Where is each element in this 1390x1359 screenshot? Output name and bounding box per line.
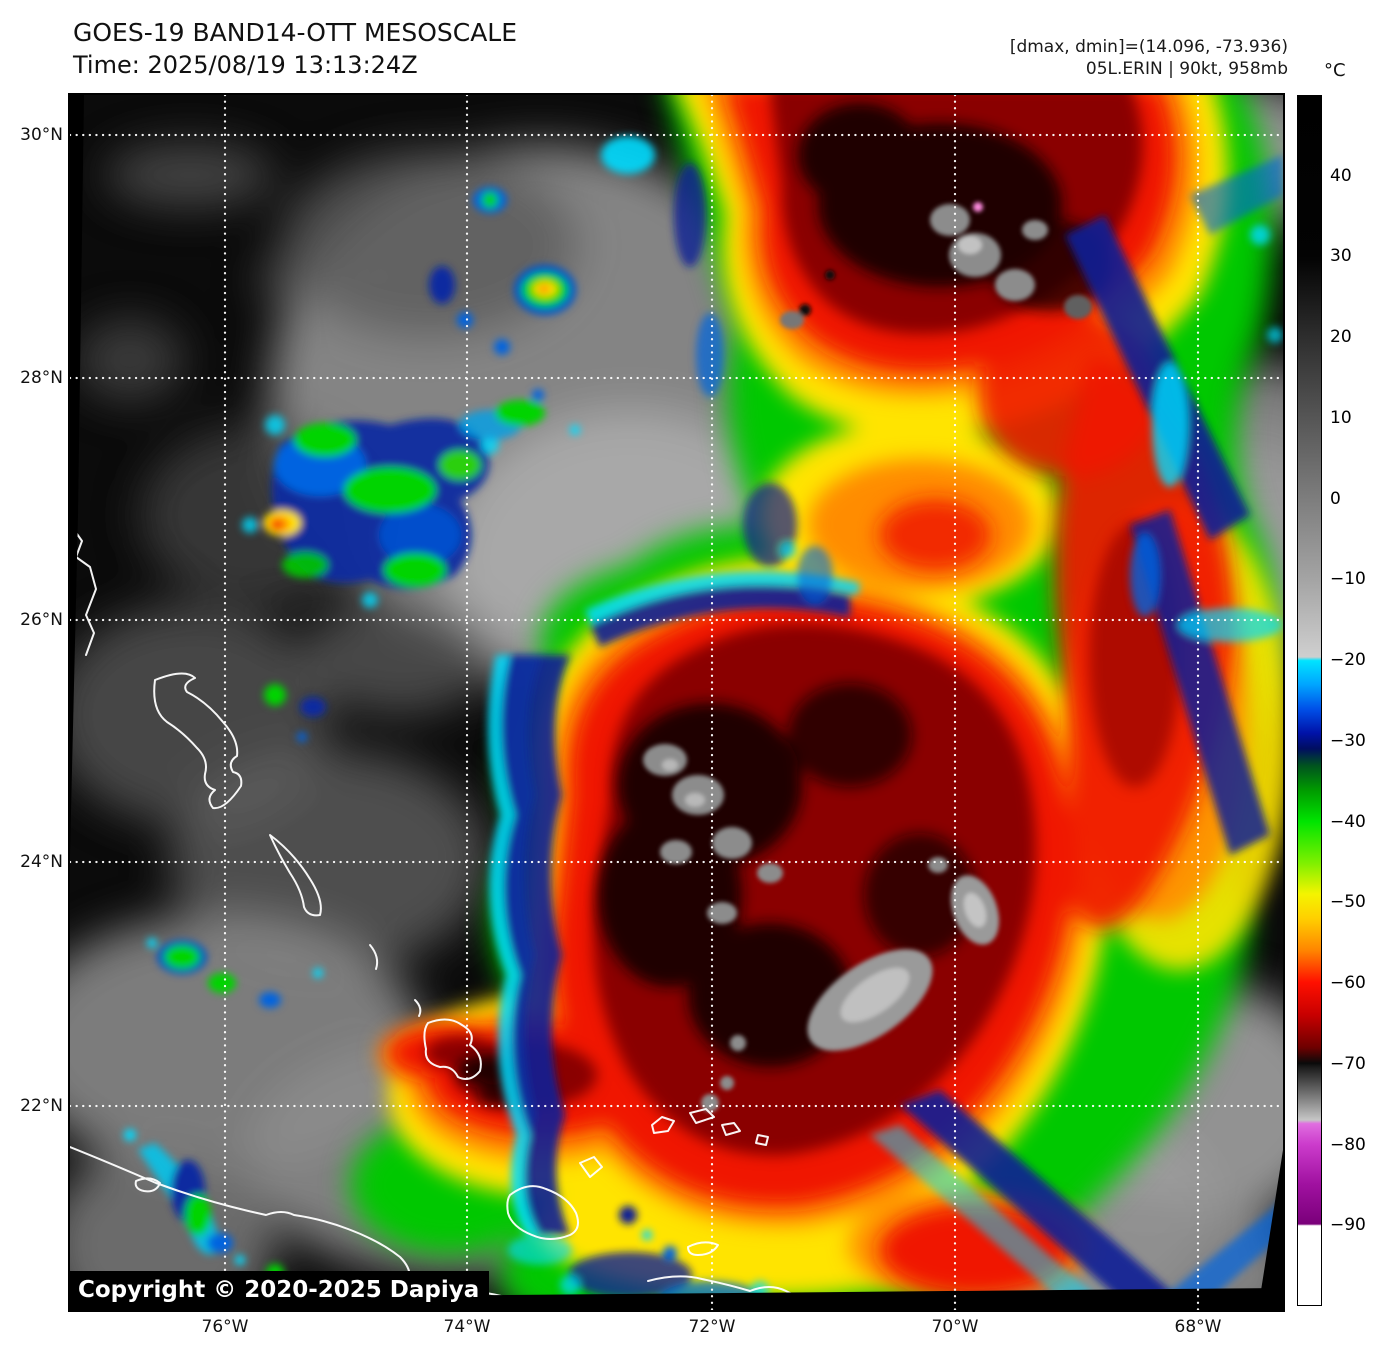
colorbar-tick-label: −10 — [1330, 569, 1366, 590]
colorbar-tick-label: −50 — [1330, 892, 1366, 913]
lat-label-26n: 26°N — [20, 610, 63, 630]
coldest-pixel-pink-dot — [973, 202, 983, 212]
colorbar-tick-label: −80 — [1330, 1134, 1366, 1155]
storm-status-readout: 05L.ERIN | 90kt, 958mb — [1085, 59, 1288, 79]
overshooting-top-grey-spots — [643, 202, 1092, 1112]
lat-label-22n: 22°N — [20, 1096, 63, 1116]
lon-label-68w: 68°W — [1174, 1317, 1222, 1337]
lat-label-28n: 28°N — [20, 368, 63, 388]
timestamp: Time: 2025/08/19 13:13:24Z — [73, 51, 418, 79]
page-title: GOES-19 BAND14-OTT MESOSCALE — [73, 18, 518, 47]
colorbar-tick-label: 10 — [1330, 407, 1352, 428]
colorbar-tick-label: −40 — [1330, 811, 1366, 832]
gridlines — [70, 95, 1283, 1310]
temperature-colorbar — [1297, 95, 1322, 1306]
colorbar-tick-label: 40 — [1330, 165, 1352, 186]
colorbar-tick-label: −20 — [1330, 650, 1366, 671]
colorbar-tick-label: 30 — [1330, 246, 1352, 267]
lon-label-74w: 74°W — [443, 1317, 491, 1337]
colorbar-tick-label: 0 — [1330, 488, 1341, 509]
storm-blue-cyan-bands — [124, 136, 1283, 1310]
lat-label-24n: 24°N — [20, 852, 63, 872]
storm-coldest-patches — [458, 103, 1112, 1106]
lon-label-76w: 76°W — [201, 1317, 249, 1337]
dmax-dmin-readout: [dmax, dmin]=(14.096, -73.936) — [1009, 37, 1288, 57]
lon-label-72w: 72°W — [688, 1317, 736, 1337]
copyright-notice: Copyright © 2020-2025 Dapiya — [70, 1271, 490, 1310]
lat-label-30n: 30°N — [20, 125, 63, 145]
colorbar-tick-labels: 40 30 20 10 0 −10 −20 −30 −40 −50 −60 −70 −80 −90 — [1330, 95, 1385, 1306]
colorbar-tick-label: −30 — [1330, 730, 1366, 751]
colorbar-tick-label: −70 — [1330, 1053, 1366, 1074]
colorbar-tick-label: −90 — [1330, 1215, 1366, 1236]
colorbar-tick-label: −60 — [1330, 973, 1366, 994]
satellite-map-canvas: Copyright © 2020-2025 Dapiya — [68, 93, 1285, 1312]
colorbar-tick-label: 20 — [1330, 327, 1352, 348]
lon-label-70w: 70°W — [931, 1317, 979, 1337]
colorbar-unit-label: °C — [1324, 60, 1346, 81]
satellite-imagery — [70, 95, 1283, 1310]
